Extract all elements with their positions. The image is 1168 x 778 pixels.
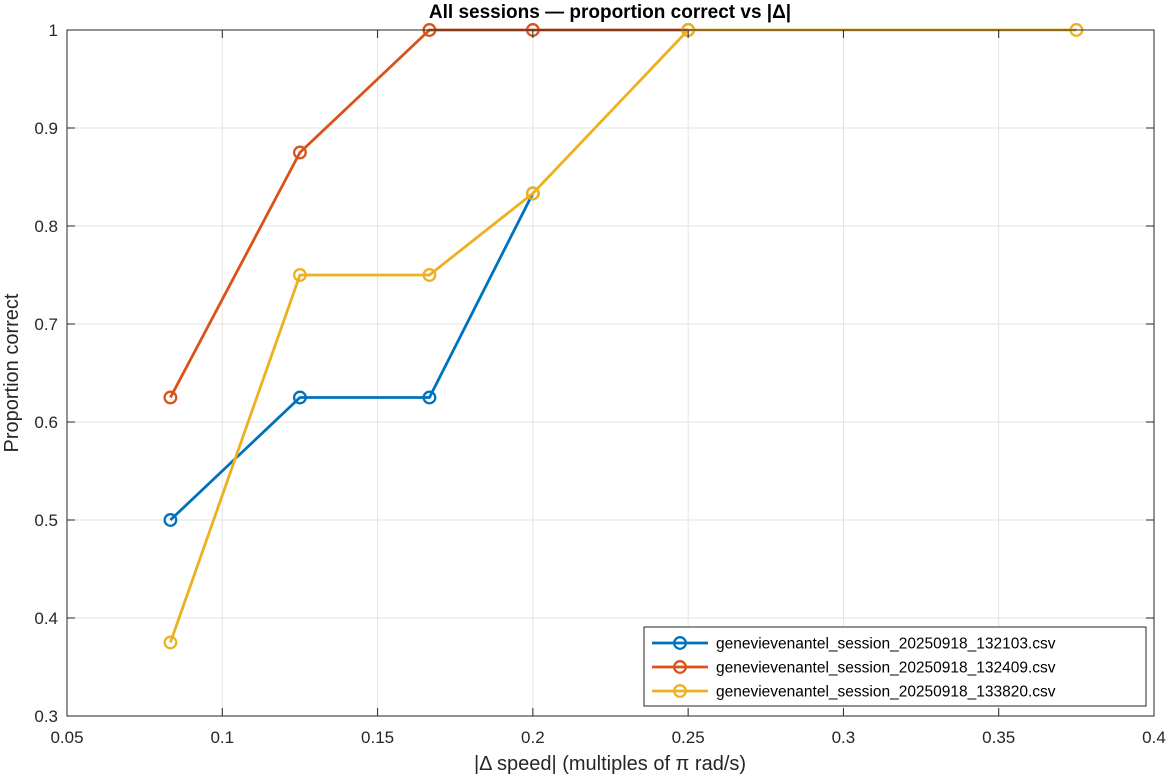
legend-box bbox=[643, 626, 1147, 707]
data-point bbox=[292, 145, 307, 160]
legend-marker bbox=[673, 660, 687, 674]
legend-entry-label: genevievenantel_session_20250918_133820.… bbox=[716, 684, 1056, 701]
x-tick-label: 0.4 bbox=[1142, 728, 1166, 747]
y-axis-title: Proportion correct bbox=[1, 293, 23, 452]
legend-marker bbox=[673, 684, 687, 698]
y-tick-label: 0.4 bbox=[34, 609, 58, 628]
axes: 0.05 0.1 0.15 0.2 0.25 0.3 0.35 0.4 0.3 0.4 0.5 0.6… bbox=[34, 21, 1165, 747]
data-point bbox=[525, 186, 540, 201]
data-point bbox=[292, 268, 307, 282]
data-point bbox=[292, 390, 307, 405]
x-tick-label: 0.25 bbox=[672, 728, 705, 747]
y-tick-label: 0.3 bbox=[34, 707, 58, 726]
y-tick-label: 0.7 bbox=[34, 315, 58, 334]
x-tick-label: 0.3 bbox=[832, 728, 856, 747]
y-tick-label: 1 bbox=[49, 21, 58, 40]
x-tick-label: 0.2 bbox=[521, 728, 545, 747]
data-point bbox=[163, 513, 178, 527]
y-tick-label: 0.6 bbox=[34, 413, 58, 432]
y-tick-label: 0.8 bbox=[34, 217, 58, 236]
x-tick-label: 0.1 bbox=[210, 728, 234, 747]
legend-entry-label: genevievenantel_session_20250918_132103.… bbox=[716, 636, 1056, 653]
legend-entry-label: genevievenantel_session_20250918_132409.… bbox=[716, 660, 1056, 677]
x-tick-label: 0.15 bbox=[361, 728, 394, 747]
x-axis-title: |Δ speed| (multiples of π rad/s) bbox=[474, 753, 746, 775]
legend-marker bbox=[673, 636, 687, 650]
plot-area bbox=[67, 30, 1154, 716]
axes-box bbox=[66, 29, 1155, 717]
data-point bbox=[163, 390, 178, 405]
x-tick-label: 0.05 bbox=[50, 728, 83, 747]
data-point bbox=[422, 390, 437, 405]
y-tick-label: 0.9 bbox=[34, 119, 58, 138]
data-point bbox=[422, 268, 437, 282]
legend: genevievenantel_session_20250918_132103.… bbox=[643, 626, 1147, 707]
y-tick-label: 0.5 bbox=[34, 511, 58, 530]
chart-title: All sessions — proportion correct vs |Δ| bbox=[429, 2, 791, 23]
data-point bbox=[163, 635, 178, 650]
x-tick-label: 0.35 bbox=[982, 728, 1015, 747]
